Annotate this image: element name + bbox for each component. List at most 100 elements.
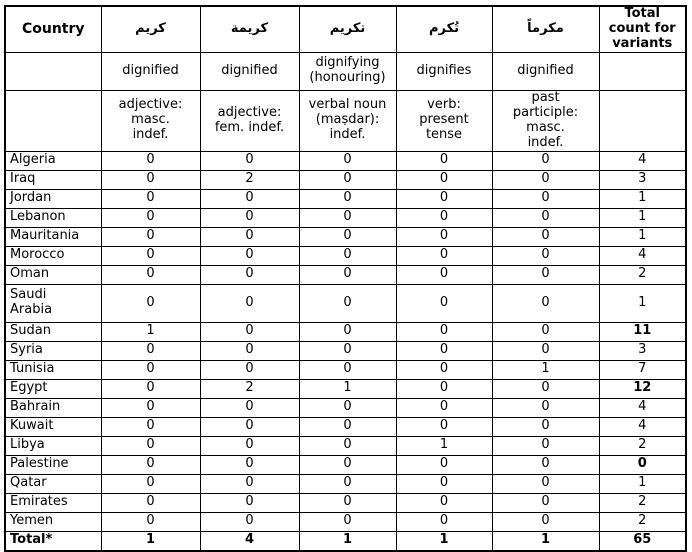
- header-row-arabic: Country كريم كريمة تكريم تُكرم مكرماً To…: [4, 5, 687, 53]
- value-cell: 0: [491, 416, 600, 437]
- value-cell: 0: [199, 283, 300, 323]
- table-row: Egypt 0 2 1 0 0 12: [4, 378, 687, 399]
- country-cell: Iraq: [4, 169, 102, 190]
- grammar-cell: adjective: masc. indef.: [100, 89, 201, 152]
- table-row: Jordan 0 0 0 0 0 1: [4, 188, 687, 209]
- value-cell: 0: [298, 207, 397, 228]
- country-cell: Libya: [4, 435, 102, 456]
- table-row: Iraq 0 2 0 0 0 3: [4, 169, 687, 190]
- country-cell: Egypt: [4, 378, 102, 399]
- country-cell: Lebanon: [4, 207, 102, 228]
- table-row: Morocco 0 0 0 0 0 4: [4, 245, 687, 266]
- total-cell: 2: [598, 492, 687, 513]
- value-cell: 0: [395, 511, 493, 532]
- value-cell: 0: [100, 283, 201, 323]
- value-cell: 0: [199, 340, 300, 361]
- value-cell: 0: [395, 397, 493, 418]
- table-header: Country كريم كريمة تكريم تُكرم مكرماً To…: [4, 5, 687, 152]
- value-cell: 1: [491, 530, 600, 552]
- table-row: Sudan 1 0 0 0 0 11: [4, 321, 687, 342]
- total-cell: 1: [598, 226, 687, 247]
- country-cell: Emirates: [4, 492, 102, 513]
- value-cell: 2: [199, 378, 300, 399]
- empty-cell: [4, 51, 102, 91]
- value-cell: 0: [199, 511, 300, 532]
- table-row: Tunisia 0 0 0 0 1 7: [4, 359, 687, 380]
- value-cell: 0: [199, 245, 300, 266]
- value-cell: 0: [491, 245, 600, 266]
- value-cell: 1: [395, 530, 493, 552]
- total-cell: 65: [598, 530, 687, 552]
- country-cell: Palestine: [4, 454, 102, 475]
- value-cell: 0: [491, 492, 600, 513]
- value-cell: 0: [199, 188, 300, 209]
- empty-cell: [4, 89, 102, 152]
- country-cell: Yemen: [4, 511, 102, 532]
- value-cell: 1: [491, 359, 600, 380]
- grammar-cell: adjective: fem. indef.: [199, 89, 300, 152]
- value-cell: 0: [199, 264, 300, 285]
- gloss-cell: dignified: [491, 51, 600, 91]
- value-cell: 0: [395, 264, 493, 285]
- value-cell: 0: [298, 359, 397, 380]
- gloss-cell: dignifying (honouring): [298, 51, 397, 91]
- total-cell: 0: [598, 454, 687, 475]
- country-cell: Morocco: [4, 245, 102, 266]
- country-cell: Sudan: [4, 321, 102, 342]
- value-cell: 0: [395, 150, 493, 171]
- value-cell: 0: [491, 169, 600, 190]
- value-cell: 0: [100, 435, 201, 456]
- value-cell: 0: [199, 473, 300, 494]
- value-cell: 0: [395, 340, 493, 361]
- country-cell: Kuwait: [4, 416, 102, 437]
- value-cell: 0: [491, 321, 600, 342]
- value-cell: 0: [491, 511, 600, 532]
- value-cell: 0: [395, 378, 493, 399]
- value-cell: 2: [199, 169, 300, 190]
- country-cell: Total*: [4, 530, 102, 552]
- table-row: Emirates 0 0 0 0 0 2: [4, 492, 687, 513]
- country-cell: Tunisia: [4, 359, 102, 380]
- value-cell: 0: [298, 416, 397, 437]
- total-cell: 2: [598, 264, 687, 285]
- gloss-cell: dignified: [199, 51, 300, 91]
- total-cell: 4: [598, 150, 687, 171]
- value-cell: 0: [199, 226, 300, 247]
- value-cell: 0: [298, 245, 397, 266]
- value-cell: 0: [199, 416, 300, 437]
- total-row: Total* 1 4 1 1 1 65: [4, 530, 687, 552]
- value-cell: 0: [491, 397, 600, 418]
- value-cell: 0: [100, 359, 201, 380]
- value-cell: 0: [100, 511, 201, 532]
- total-cell: 1: [598, 188, 687, 209]
- country-column-header: Country: [4, 5, 102, 53]
- variants-table: Country كريم كريمة تكريم تُكرم مكرماً To…: [4, 5, 687, 552]
- value-cell: 0: [100, 416, 201, 437]
- value-cell: 0: [100, 188, 201, 209]
- value-cell: 0: [298, 473, 397, 494]
- empty-cell: [598, 51, 687, 91]
- value-cell: 0: [199, 150, 300, 171]
- value-cell: 0: [199, 435, 300, 456]
- grammar-cell: verb: present tense: [395, 89, 493, 152]
- value-cell: 0: [395, 454, 493, 475]
- value-cell: 1: [298, 530, 397, 552]
- value-cell: 0: [395, 226, 493, 247]
- total-cell: 3: [598, 169, 687, 190]
- total-cell: 3: [598, 340, 687, 361]
- value-cell: 0: [199, 492, 300, 513]
- value-cell: 0: [100, 454, 201, 475]
- value-cell: 0: [395, 492, 493, 513]
- total-cell: 4: [598, 397, 687, 418]
- value-cell: 0: [298, 340, 397, 361]
- empty-cell: [598, 89, 687, 152]
- value-cell: 0: [199, 321, 300, 342]
- value-cell: 0: [298, 511, 397, 532]
- variant-header-takrim: تكريم: [298, 5, 397, 53]
- gloss-cell: dignifies: [395, 51, 493, 91]
- country-cell: Mauritania: [4, 226, 102, 247]
- country-cell: Bahrain: [4, 397, 102, 418]
- value-cell: 0: [298, 454, 397, 475]
- value-cell: 1: [395, 435, 493, 456]
- value-cell: 0: [298, 226, 397, 247]
